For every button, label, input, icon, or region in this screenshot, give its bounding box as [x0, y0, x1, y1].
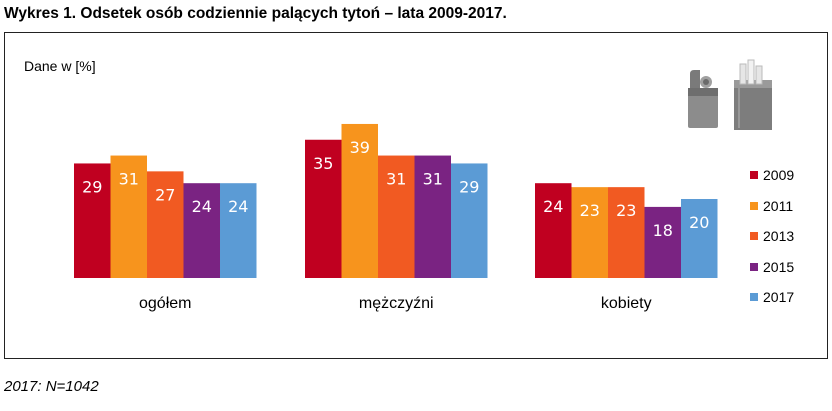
bar-value-label: 29: [82, 177, 102, 196]
bar-mężczyźni-2011: [341, 123, 378, 278]
bar-ogółem-2013: [147, 171, 184, 278]
bar-value-label: 35: [313, 154, 333, 173]
category-label: mężczyźni: [359, 295, 434, 312]
unit-label: Dane w [%]: [24, 58, 96, 74]
legend-label-2011: 2011: [763, 197, 794, 214]
bar-ogółem-2015: [183, 183, 220, 278]
bar-value-label: 31: [119, 170, 139, 189]
legend-label-2017: 2017: [763, 289, 795, 306]
bar-value-label: 18: [653, 221, 673, 240]
bar-ogółem-2009: [74, 163, 111, 278]
legend-item-2013: 2013: [750, 221, 794, 252]
bar-mężczyźni-2015: [414, 155, 451, 278]
legend-swatch-2011: [750, 201, 758, 210]
legend-item-2011: 2011: [750, 191, 794, 222]
legend-swatch-2017: [750, 293, 758, 302]
sample-size-footnote: 2017: N=1042: [4, 378, 99, 395]
bar-kobiety-2017: [681, 199, 718, 278]
legend-label-2015: 2015: [763, 258, 795, 275]
bar-value-label: 27: [155, 185, 175, 204]
bar-ogółem-2017: [220, 183, 257, 278]
legend-label-2013: 2013: [763, 228, 795, 245]
category-label: kobiety: [601, 295, 652, 312]
chart-legend: 2009 2011 2013 2015 2017: [750, 160, 794, 313]
bar-kobiety-2015: [644, 206, 681, 278]
bar-mężczyźni-2013: [378, 155, 415, 278]
bar-value-label: 31: [386, 170, 406, 189]
legend-item-2015: 2015: [750, 252, 794, 283]
bar-value-label: 29: [459, 177, 479, 196]
legend-item-2009: 2009: [750, 160, 794, 191]
bar-kobiety-2013: [608, 187, 645, 278]
legend-item-2017: 2017: [750, 282, 794, 313]
legend-swatch-2013: [750, 232, 758, 241]
legend-label-2009: 2009: [763, 167, 795, 184]
bar-value-label: 24: [192, 197, 212, 216]
legend-swatch-2015: [750, 262, 758, 271]
bar-mężczyźni-2009: [305, 139, 342, 278]
bar-ogółem-2011: [110, 155, 147, 278]
bar-value-label: 31: [423, 170, 443, 189]
legend-swatch-2009: [750, 171, 758, 180]
lighter-and-cigarette-pack-icon: [684, 58, 776, 139]
category-label: ogółem: [139, 295, 191, 312]
bar-value-label: 23: [616, 201, 636, 220]
chart-title: Wykres 1. Odsetek osób codziennie palący…: [4, 5, 507, 22]
bar-value-label: 20: [689, 213, 709, 232]
bar-value-label: 23: [580, 201, 600, 220]
bar-kobiety-2011: [571, 187, 608, 278]
bar-value-label: 39: [350, 138, 370, 157]
bar-value-label: 24: [543, 197, 563, 216]
bar-value-label: 24: [228, 197, 248, 216]
bar-kobiety-2009: [535, 183, 572, 278]
bar-mężczyźni-2017: [451, 163, 488, 278]
chart-frame: [4, 32, 828, 359]
